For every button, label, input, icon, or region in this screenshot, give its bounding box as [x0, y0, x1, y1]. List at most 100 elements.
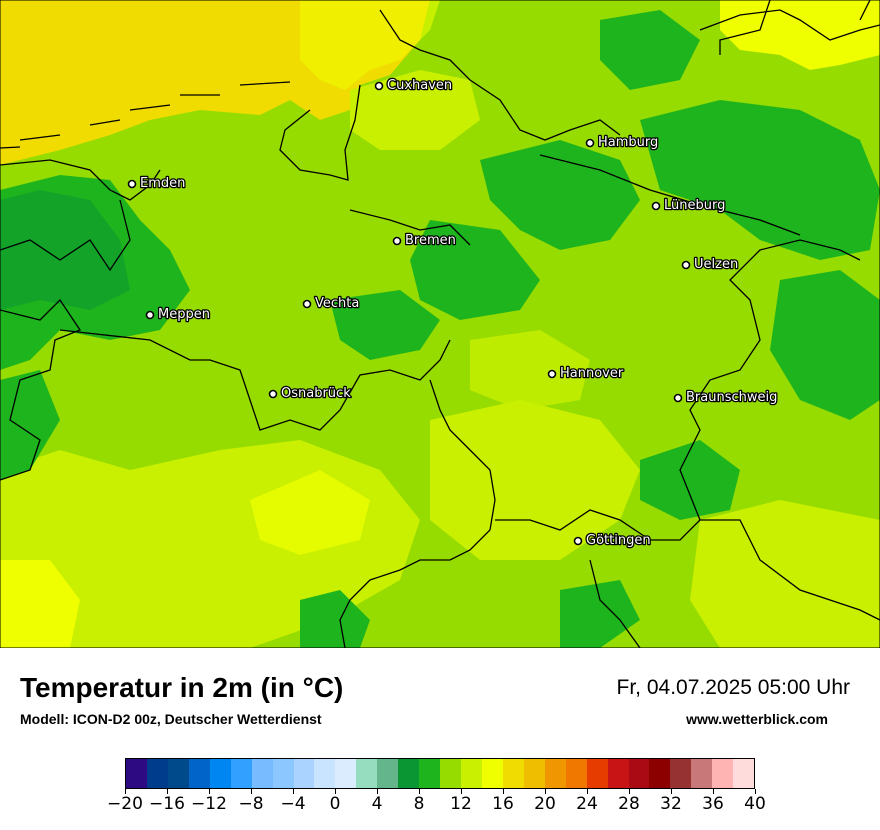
map-title: Temperatur in 2m (in °C) [20, 672, 344, 703]
legend-tick-labels: −20 −16 −12 −8 −4 0 4 8 12 16 20 24 28 32 36 40 [0, 794, 880, 818]
city-hamburg: Hamburg [585, 134, 660, 151]
temperature-map: Cuxhaven Hamburg Emden Lüneburg Bremen U… [0, 0, 880, 648]
legend-segment [209, 759, 231, 788]
model-info: Modell: ICON-D2 00z, Deutscher Wetterdie… [20, 711, 322, 727]
city-goettingen: Göttingen [573, 532, 652, 549]
city-cuxhaven: Cuxhaven [374, 77, 453, 94]
legend-segment [146, 759, 168, 788]
dark-green-center [330, 290, 440, 360]
legend-segment [335, 759, 357, 788]
city-osnabrueck: Osnabrück [268, 385, 352, 402]
sea-yellow-top [300, 0, 440, 90]
legend-tick-mark [460, 789, 462, 794]
legend-segment [356, 759, 378, 788]
city-bremen: Bremen [392, 232, 457, 249]
legend-tick-mark [544, 789, 546, 794]
light-green-hannover [470, 330, 590, 410]
city-hannover: Hannover [547, 365, 625, 382]
dark-green-ne-2 [600, 10, 700, 90]
border-lines [0, 0, 880, 648]
legend-tick-mark [124, 789, 126, 794]
legend-tick-label: 4 [371, 794, 383, 814]
legend-segment [691, 759, 713, 788]
city-markers: Cuxhaven Hamburg Emden Lüneburg Bremen U… [127, 77, 779, 549]
svg-text:Göttingen: Göttingen [586, 533, 651, 548]
dark-green-east [770, 270, 880, 420]
legend-tick-mark [712, 789, 714, 794]
legend-tick-mark [376, 789, 378, 794]
legend-tick-marks [0, 789, 880, 795]
legend-segment [167, 759, 189, 788]
legend-tick-label: 36 [702, 794, 724, 814]
dark-green-se [640, 440, 740, 520]
city-meppen: Meppen [145, 306, 211, 323]
svg-text:Emden: Emden [140, 176, 185, 191]
svg-text:Lüneburg: Lüneburg [664, 198, 725, 213]
website-link[interactable]: www.wetterblick.com [686, 711, 828, 727]
legend-segment [586, 759, 608, 788]
legend-tick-label: 0 [329, 794, 341, 814]
city-braunschweig: Braunschweig [673, 389, 779, 406]
legend-tick-label: 32 [660, 794, 682, 814]
legend-segment [544, 759, 566, 788]
legend-segment [314, 759, 336, 788]
legend-tick-label: −8 [238, 794, 264, 814]
legend-tick-mark [292, 789, 294, 794]
yellow-south-2 [250, 470, 370, 555]
legend-segment [293, 759, 315, 788]
legend-segment [481, 759, 503, 788]
legend-tick-mark [628, 789, 630, 794]
legend-segment [188, 759, 210, 788]
svg-text:Cuxhaven: Cuxhaven [387, 78, 452, 93]
legend-tick-label: 20 [534, 794, 556, 814]
legend-segment [251, 759, 273, 788]
legend-tick-mark [334, 789, 336, 794]
legend-segment [398, 759, 420, 788]
legend-tick-label: 28 [618, 794, 640, 814]
legend-segment [628, 759, 650, 788]
city-uelzen: Uelzen [681, 256, 739, 273]
legend-segment [670, 759, 692, 788]
light-green-se [690, 500, 880, 648]
color-legend [125, 758, 755, 789]
legend-tick-mark [502, 789, 504, 794]
legend-segment [649, 759, 671, 788]
mid-green-west [0, 190, 130, 310]
legend-segment [565, 759, 587, 788]
legend-tick-mark [754, 789, 756, 794]
legend-tick-label: 24 [576, 794, 598, 814]
legend-segment [502, 759, 524, 788]
legend-tick-label: 12 [450, 794, 472, 814]
svg-text:Vechta: Vechta [315, 296, 359, 311]
legend-tick-label: 40 [744, 794, 766, 814]
map-footer: Temperatur in 2m (in °C) Modell: ICON-D2… [0, 648, 880, 830]
svg-text:Bremen: Bremen [405, 233, 456, 248]
legend-segment [126, 759, 147, 788]
sea-yellow-ne [720, 0, 880, 70]
legend-segment [712, 759, 734, 788]
legend-tick-mark [166, 789, 168, 794]
legend-segment [461, 759, 482, 788]
legend-tick-label: 8 [413, 794, 425, 814]
dark-green-north-2 [410, 220, 540, 320]
legend-tick-label: −4 [280, 794, 306, 814]
dark-green-ne [640, 100, 880, 260]
svg-text:Uelzen: Uelzen [694, 257, 738, 272]
dark-green-mid-south [300, 590, 370, 648]
light-green-south [430, 400, 640, 560]
forecast-datetime: Fr, 04.07.2025 05:00 Uhr [616, 676, 851, 699]
legend-tick-mark [250, 789, 252, 794]
legend-tick-label: 16 [492, 794, 514, 814]
light-green-cux [350, 70, 480, 150]
legend-tick-label: −20 [107, 794, 143, 814]
city-vechta: Vechta [302, 295, 361, 312]
dark-green-north [480, 140, 640, 250]
legend-tick-label: −12 [191, 794, 227, 814]
legend-segment [377, 759, 399, 788]
legend-segment [523, 759, 545, 788]
dark-green-south [560, 580, 640, 648]
svg-text:Braunschweig: Braunschweig [686, 390, 777, 405]
legend-segment [419, 759, 441, 788]
svg-text:Hamburg: Hamburg [598, 135, 658, 150]
svg-text:Meppen: Meppen [158, 307, 210, 322]
